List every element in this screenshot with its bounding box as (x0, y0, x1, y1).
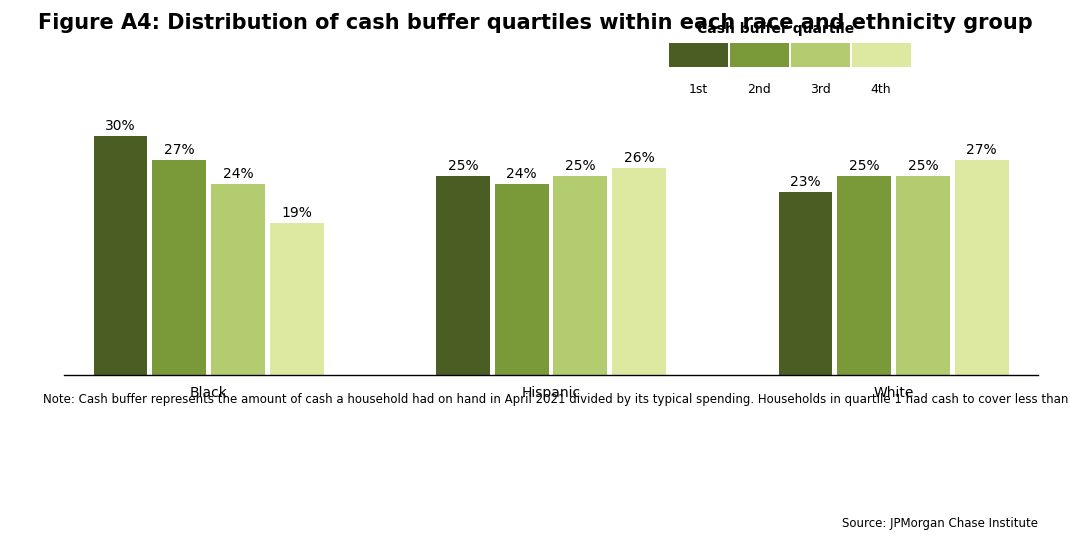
Text: Cash buffer quartile: Cash buffer quartile (698, 22, 854, 36)
Text: 25%: 25% (907, 158, 938, 173)
Text: 27%: 27% (966, 143, 997, 157)
Bar (270, 224, 323, 374)
Bar (838, 176, 891, 374)
Bar (954, 160, 1009, 374)
Bar (494, 184, 549, 374)
Bar (93, 136, 148, 374)
Text: 27%: 27% (164, 143, 195, 157)
Text: Note: Cash buffer represents the amount of cash a household had on hand in April: Note: Cash buffer represents the amount … (43, 393, 1070, 406)
Text: 25%: 25% (447, 158, 478, 173)
Text: 1st: 1st (689, 83, 707, 96)
Text: 4th: 4th (871, 83, 891, 96)
Text: Figure A4: Distribution of cash buffer quartiles within each race and ethnicity : Figure A4: Distribution of cash buffer q… (37, 13, 1033, 33)
Text: 2nd: 2nd (747, 83, 771, 96)
Bar (612, 168, 666, 374)
Text: 19%: 19% (281, 207, 312, 220)
Bar (553, 176, 608, 374)
Bar (437, 176, 490, 374)
Text: Source: JPMorgan Chase Institute: Source: JPMorgan Chase Institute (842, 517, 1038, 530)
Text: 24%: 24% (223, 166, 254, 180)
Text: 26%: 26% (624, 151, 655, 165)
Bar (779, 192, 832, 374)
Text: 30%: 30% (105, 119, 136, 133)
Bar (896, 176, 950, 374)
Text: 3rd: 3rd (810, 83, 830, 96)
Text: 25%: 25% (849, 158, 880, 173)
Text: 25%: 25% (565, 158, 596, 173)
Bar (211, 184, 264, 374)
Text: 24%: 24% (506, 166, 537, 180)
Text: 23%: 23% (790, 174, 821, 188)
Bar (152, 160, 207, 374)
